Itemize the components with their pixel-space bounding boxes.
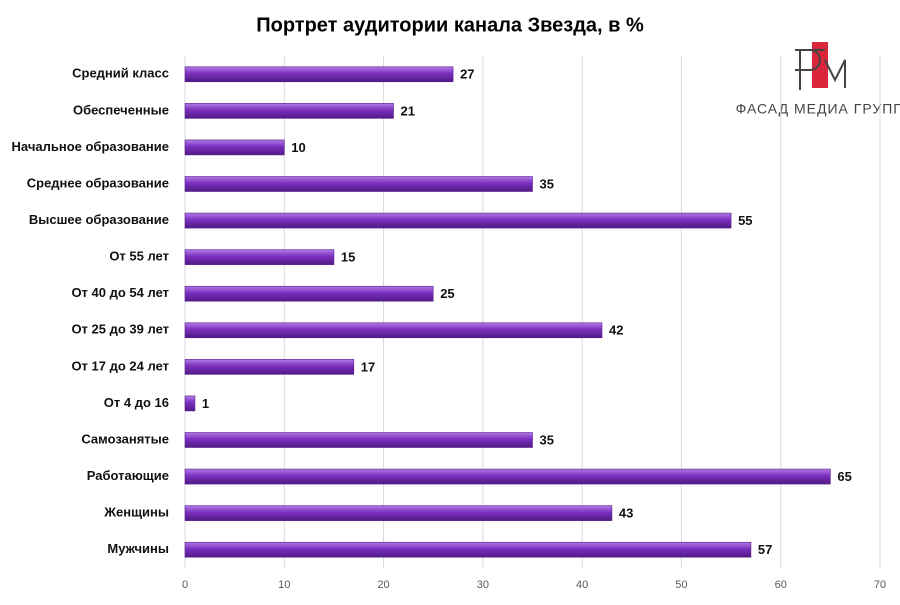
y-tick-label: Средний класс [72, 66, 169, 81]
y-tick-label: Самозанятые [81, 431, 169, 446]
logo-icon [812, 42, 828, 88]
bar [184, 249, 335, 265]
data-label: 25 [440, 286, 454, 301]
logo-text: ФАСАД МЕДИА ГРУПП [736, 101, 900, 117]
data-label: 35 [540, 432, 554, 447]
x-tick-label: 10 [278, 579, 290, 591]
bar [184, 359, 355, 375]
logo: ФАСАД МЕДИА ГРУПП [736, 42, 900, 117]
bar [184, 103, 394, 119]
data-label: 1 [202, 396, 209, 411]
bar [184, 139, 285, 156]
y-tick-label: От 17 до 24 лет [71, 358, 169, 373]
bar [184, 66, 454, 83]
y-tick-label: Мужчины [107, 541, 169, 556]
x-tick-label: 40 [576, 579, 588, 591]
x-tick-label: 30 [477, 579, 489, 591]
y-tick-label: Женщины [103, 505, 169, 520]
data-label: 57 [758, 542, 772, 557]
x-tick-label: 0 [182, 579, 188, 591]
data-label: 17 [361, 359, 375, 374]
chart-title: Портрет аудитории канала Звезда, в % [256, 14, 644, 36]
bar [184, 395, 196, 412]
logo-icon [795, 49, 846, 90]
y-tick-label: Начальное образование [12, 139, 169, 154]
bar [184, 468, 831, 485]
x-tick-label: 60 [775, 579, 787, 591]
data-label: 15 [341, 250, 355, 265]
bar [184, 176, 533, 192]
bar [184, 541, 752, 558]
y-tick-label: Высшее образование [29, 212, 169, 227]
x-tick-label: 50 [675, 579, 687, 591]
data-label: 43 [619, 506, 633, 521]
y-tick-label: От 25 до 39 лет [71, 322, 169, 337]
y-tick-label: Обеспеченные [73, 102, 169, 117]
y-tick-label: Среднее образование [27, 175, 169, 190]
bar [184, 322, 603, 339]
y-tick-label: От 4 до 16 [104, 395, 169, 410]
data-label: 10 [291, 140, 305, 155]
bar [184, 212, 732, 229]
data-label: 42 [609, 323, 623, 338]
y-tick-label: От 55 лет [109, 249, 169, 264]
data-label: 55 [738, 213, 752, 228]
bar [184, 505, 613, 521]
y-tick-label: От 40 до 54 лет [71, 285, 169, 300]
y-tick-label: Работающие [87, 468, 169, 483]
data-label: 27 [460, 67, 474, 82]
data-label: 65 [837, 469, 851, 484]
bar [184, 432, 533, 448]
x-tick-label: 20 [377, 579, 389, 591]
x-tick-label: 70 [874, 579, 886, 591]
data-label: 21 [401, 103, 415, 118]
bar [184, 285, 434, 302]
data-label: 35 [540, 176, 554, 191]
